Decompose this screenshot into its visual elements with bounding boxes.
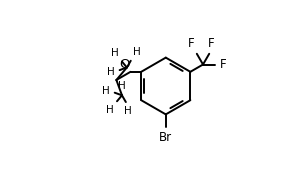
Text: H: H [107,67,115,77]
Text: F: F [188,37,194,50]
Text: Br: Br [159,131,172,144]
Text: H: H [102,86,110,96]
Text: H: H [124,106,132,116]
Text: F: F [208,37,215,50]
Text: H: H [133,47,141,57]
Text: H: H [106,105,114,115]
Text: F: F [220,58,227,71]
Text: H: H [111,48,119,58]
Text: H: H [119,81,126,91]
Text: O: O [119,58,130,71]
